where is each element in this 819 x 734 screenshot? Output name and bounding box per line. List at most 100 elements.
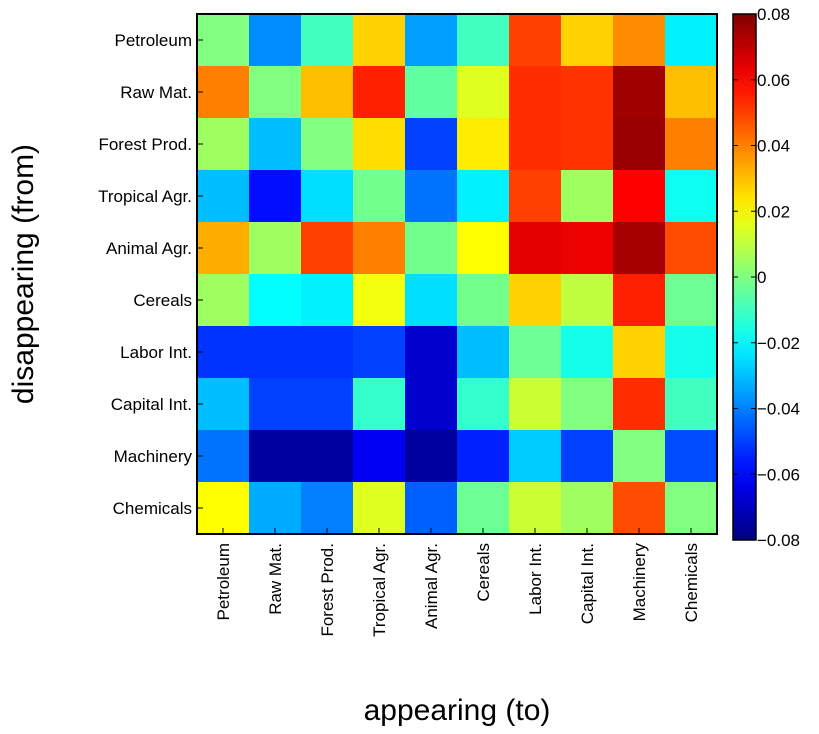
plot-frame <box>196 13 718 535</box>
colorbar-tick-label: 0.04 <box>757 137 790 156</box>
heatmap-cell <box>353 482 406 535</box>
y-tick-label: Tropical Agr. <box>98 187 192 206</box>
heatmap-cell <box>197 482 250 535</box>
heatmap-cell <box>197 430 250 483</box>
heatmap-cell <box>665 14 718 67</box>
heatmap-cell <box>249 66 302 119</box>
heatmap-cell <box>509 14 562 67</box>
colorbar-tick-label: 0 <box>757 268 766 287</box>
heatmap-cell <box>353 118 406 171</box>
heatmap-cell <box>353 326 406 379</box>
x-tick-label: Cereals <box>474 543 493 602</box>
heatmap-cell <box>613 326 666 379</box>
colorbar: 0.08 0.06 0.04 0.02 0 −0.02 −0.04 −0.06 −0.08 <box>732 5 800 550</box>
heatmap-cell <box>509 326 562 379</box>
colorbar-tick-label: −0.08 <box>757 531 800 550</box>
heatmap-cell <box>301 378 354 431</box>
heatmap-cell <box>197 222 250 275</box>
heatmap-cell <box>353 222 406 275</box>
heatmap-cell <box>353 14 406 67</box>
heatmap-cell <box>353 274 406 327</box>
heatmap-cell <box>613 66 666 119</box>
y-tick-label: Chemicals <box>113 499 192 518</box>
x-tick-label: Chemicals <box>682 543 701 622</box>
x-tick-label: Machinery <box>630 543 649 622</box>
colorbar-tick-label: 0.08 <box>757 5 790 24</box>
heatmap-cell <box>561 326 614 379</box>
heatmap-cell <box>613 222 666 275</box>
heatmap-cell <box>561 170 614 223</box>
x-tick-label: Petroleum <box>214 543 233 620</box>
heatmap-cell <box>561 378 614 431</box>
heatmap-cell <box>405 482 458 535</box>
colorbar-tick-label: −0.06 <box>757 465 800 484</box>
heatmap-cell <box>665 482 718 535</box>
heatmap-cell <box>249 118 302 171</box>
y-tick-label: Forest Prod. <box>98 135 192 154</box>
heatmap-cell <box>353 378 406 431</box>
heatmap-cell <box>249 378 302 431</box>
y-tick-labels: Petroleum Raw Mat. Forest Prod. Tropical Ag… <box>98 31 203 518</box>
heatmap-cell <box>613 378 666 431</box>
heatmap-cell <box>561 222 614 275</box>
heatmap-cell <box>509 482 562 535</box>
heatmap-cell <box>457 14 510 67</box>
heatmap-cell <box>301 66 354 119</box>
heatmap-cell <box>353 170 406 223</box>
heatmap-cell <box>665 118 718 171</box>
heatmap-cell <box>405 14 458 67</box>
colorbar-tick-label: 0.06 <box>757 71 790 90</box>
heatmap-cell <box>405 274 458 327</box>
heatmap-cell <box>249 326 302 379</box>
heatmap-cell <box>301 222 354 275</box>
heatmap-cell <box>457 430 510 483</box>
heatmap-cell <box>613 274 666 327</box>
heatmap-cell <box>613 482 666 535</box>
heatmap-cell <box>561 482 614 535</box>
heatmap-cell <box>405 118 458 171</box>
heatmap-cell <box>665 326 718 379</box>
heatmap-cell <box>561 14 614 67</box>
heatmap-cell <box>353 430 406 483</box>
y-tick-label: Animal Agr. <box>106 239 192 258</box>
heatmap-cell <box>509 66 562 119</box>
heatmap-cell <box>197 170 250 223</box>
heatmap-cell <box>301 482 354 535</box>
heatmap-cell <box>665 274 718 327</box>
y-tick-label: Capital Int. <box>111 395 192 414</box>
colorbar-tick-label: 0.02 <box>757 202 790 221</box>
heatmap-cell <box>249 274 302 327</box>
heatmap-cell <box>197 326 250 379</box>
x-tick-label: Tropical Agr. <box>370 543 389 637</box>
x-tick-label: Forest Prod. <box>318 543 337 637</box>
y-tick-label: Raw Mat. <box>120 83 192 102</box>
heatmap-cell <box>561 118 614 171</box>
heatmap-cell <box>665 66 718 119</box>
heatmap-cell <box>197 378 250 431</box>
heatmap-cell <box>665 222 718 275</box>
heatmap-cell <box>457 482 510 535</box>
heatmap-cell <box>405 222 458 275</box>
heatmap-cell <box>405 66 458 119</box>
heatmap-cell <box>457 118 510 171</box>
heatmap-cell <box>301 14 354 67</box>
heatmap-cell <box>509 378 562 431</box>
heatmap-cell <box>561 66 614 119</box>
heatmap-cell <box>665 170 718 223</box>
heatmap-cell <box>457 170 510 223</box>
heatmap-cell <box>457 66 510 119</box>
heatmap-cell <box>509 222 562 275</box>
y-tick-label: Machinery <box>114 447 193 466</box>
heatmap-cell <box>613 430 666 483</box>
heatmap-cell <box>249 482 302 535</box>
heatmap-cell <box>457 274 510 327</box>
heatmap-cell <box>405 378 458 431</box>
y-tick-label: Petroleum <box>115 31 192 50</box>
y-tick-label: Cereals <box>133 291 192 310</box>
heatmap-cell <box>457 222 510 275</box>
heatmap-cell <box>301 170 354 223</box>
x-tick-label: Capital Int. <box>578 543 597 624</box>
heatmap-cell <box>509 118 562 171</box>
y-axis-label: disappearing (from) <box>7 144 40 404</box>
